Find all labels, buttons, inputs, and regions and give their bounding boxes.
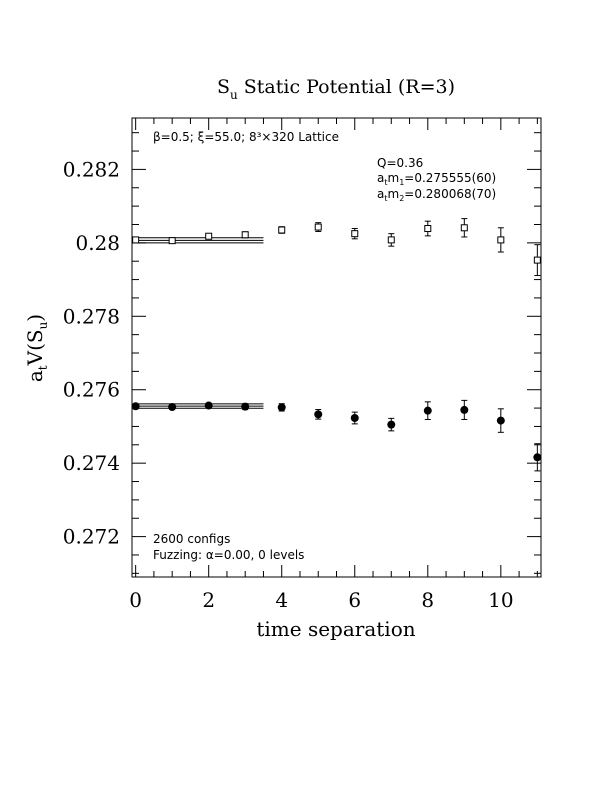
x-tick-label: 10 bbox=[488, 588, 513, 612]
data-point-square bbox=[132, 236, 140, 244]
data-point-square bbox=[387, 236, 395, 244]
y-axis-label: atV(Su) bbox=[23, 314, 50, 382]
fit-bands bbox=[135, 237, 264, 409]
data-point-circle bbox=[387, 420, 396, 429]
data-point-circle bbox=[350, 414, 359, 423]
data-point-circle bbox=[204, 401, 213, 410]
x-tick-label: 0 bbox=[129, 588, 142, 612]
data-point-circle bbox=[533, 453, 542, 462]
data-point-square bbox=[205, 232, 213, 240]
fuzzing-info: Fuzzing: α=0.00, 0 levels bbox=[153, 548, 304, 562]
data-point-circle bbox=[496, 416, 505, 425]
data-point-circle bbox=[314, 410, 323, 419]
x-tick-label: 8 bbox=[421, 588, 434, 612]
y-tick-labels: 0.272 0.274 0.276 0.278 0.28 0.282 bbox=[63, 157, 120, 548]
data-point-square bbox=[278, 226, 286, 234]
x-tick-labels: 0 2 4 6 8 10 bbox=[129, 588, 513, 612]
x-axis-label: time separation bbox=[256, 617, 415, 641]
y-tick-label: 0.28 bbox=[75, 231, 120, 255]
data-point-circle bbox=[277, 403, 286, 412]
data-points bbox=[131, 218, 542, 472]
configs-count: 2600 configs bbox=[153, 532, 230, 546]
data-point-square bbox=[351, 230, 359, 238]
mass-2: atm2=0.280068(70) bbox=[377, 187, 496, 203]
y-tick-label: 0.272 bbox=[63, 525, 120, 549]
x-tick-label: 4 bbox=[275, 588, 288, 612]
x-tick-label: 2 bbox=[202, 588, 215, 612]
data-point-circle bbox=[168, 402, 177, 411]
data-point-square bbox=[168, 237, 176, 245]
y-tick-label: 0.274 bbox=[63, 451, 120, 475]
chart-title: Su Static Potential (R=3) bbox=[217, 76, 455, 102]
data-point-square bbox=[314, 223, 322, 231]
data-point-circle bbox=[423, 406, 432, 415]
y-tick-label: 0.276 bbox=[63, 378, 120, 402]
data-point-circle bbox=[241, 402, 250, 411]
data-point-square bbox=[497, 236, 505, 244]
data-point-square bbox=[460, 224, 468, 232]
data-point-square bbox=[241, 231, 249, 239]
data-point-circle bbox=[131, 402, 140, 411]
y-tick-label: 0.278 bbox=[63, 304, 120, 328]
mass-1: atm1=0.275555(60) bbox=[377, 171, 496, 187]
data-point-square bbox=[533, 256, 541, 264]
data-point-square bbox=[424, 225, 432, 233]
y-tick-label: 0.282 bbox=[63, 157, 120, 181]
q-value: Q=0.36 bbox=[377, 156, 423, 170]
data-point-circle bbox=[460, 405, 469, 414]
lattice-info: β=0.5; ξ=55.0; 8³×320 Lattice bbox=[153, 130, 339, 144]
x-tick-label: 6 bbox=[348, 588, 361, 612]
